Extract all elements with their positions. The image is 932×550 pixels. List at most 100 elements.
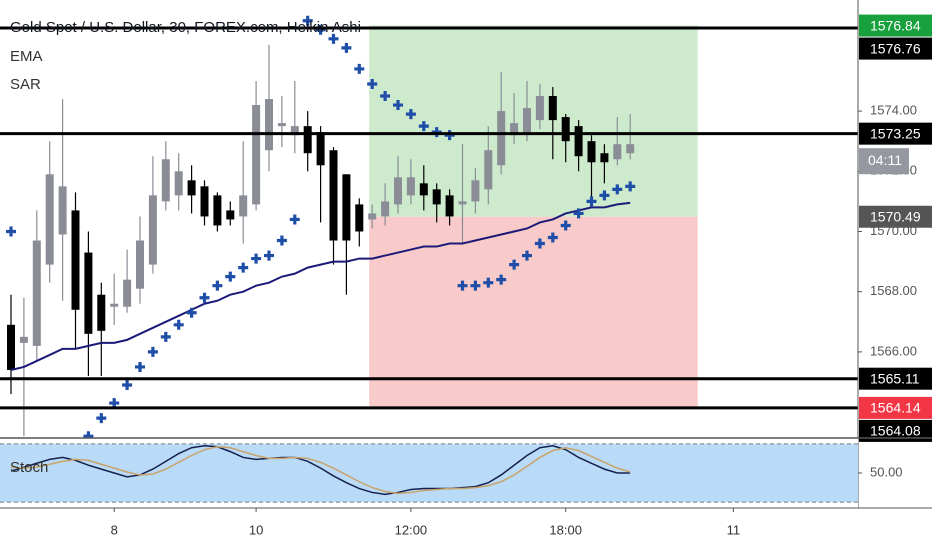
price-label: 1570.49 (870, 208, 921, 224)
candle-body (187, 180, 196, 196)
price-label-box (859, 396, 932, 419)
stoch-line (10, 445, 631, 495)
candle-body (394, 177, 402, 205)
sar-point (470, 280, 481, 291)
candle-body (574, 126, 583, 157)
sar-point (586, 196, 597, 207)
candle-body (265, 99, 273, 151)
price-label: 1564.14 (870, 400, 921, 416)
stoch-line (10, 445, 631, 496)
candle-body (587, 141, 596, 163)
sar-point (431, 127, 442, 138)
sar-point (341, 42, 352, 53)
candle-body (45, 174, 54, 265)
countdown-box (859, 148, 909, 175)
candle-body (458, 201, 467, 205)
sar-point (496, 274, 507, 285)
price-axis: 1566.001568.001570.001572.001574.001576.… (857, 0, 932, 508)
stoch-title: Stoch (10, 459, 48, 476)
chart-title: Gold Spot / U.S. Dollar, 30, FOREX.com, … (10, 19, 361, 36)
sar-point (509, 259, 520, 270)
candle-body (613, 144, 622, 160)
sar-point (573, 208, 584, 219)
sar-point (147, 346, 158, 357)
candle-body (368, 213, 377, 220)
candle-body (316, 132, 325, 166)
x-tick-label: 11 (727, 522, 741, 537)
sar-point (264, 250, 274, 261)
candle-body (148, 195, 157, 265)
x-tick-label: 18:00 (549, 522, 582, 537)
sar-point (328, 33, 339, 44)
candle-body (471, 180, 480, 202)
price-label-box (859, 419, 932, 442)
sar-point (289, 214, 300, 225)
y-tick-label: 1566.00 (870, 343, 917, 358)
sar-point (83, 431, 94, 438)
candle-body (342, 174, 351, 241)
legend-entry: EMA (10, 48, 43, 65)
sar-point (160, 331, 171, 342)
sar-point (380, 91, 391, 102)
price-label: 1576.76 (870, 40, 921, 56)
sar-point (276, 235, 287, 246)
candle-body (406, 177, 415, 196)
candle-body (7, 324, 15, 370)
y-tick-label: 50.00 (870, 464, 903, 479)
x-tick-label: 10 (249, 522, 263, 537)
candle-body (290, 126, 299, 136)
sar-point (122, 380, 133, 391)
price-label-box (859, 37, 932, 60)
candle-body (200, 186, 209, 217)
candle-body (510, 123, 519, 136)
candle-body (252, 105, 261, 205)
candle-body (136, 240, 144, 289)
x-tick-label: 12:00 (395, 522, 428, 537)
sar-point (186, 307, 197, 318)
sar-point (173, 319, 184, 330)
candle-body (277, 123, 286, 127)
sar-point (367, 78, 378, 89)
candle-body (445, 195, 454, 217)
sar-point (315, 24, 326, 35)
candle-body (497, 111, 506, 166)
sar-point (560, 220, 571, 231)
candle-body (484, 150, 493, 190)
sar-point (96, 413, 107, 424)
stoch-pane: Stoch 50.00 (0, 437, 932, 508)
candle-body (174, 171, 183, 196)
sar-point (238, 262, 249, 273)
x-tick-label: 8 (111, 522, 118, 537)
sar-point (612, 184, 623, 195)
price-label-box (859, 122, 932, 145)
candle-body (161, 159, 170, 202)
candle-body (523, 108, 531, 133)
candle-body (58, 186, 67, 235)
legend-entry: SAR (10, 76, 41, 93)
sar-point (302, 15, 313, 26)
sar-point (599, 190, 610, 201)
candle-body (226, 210, 235, 220)
candle-body (213, 195, 222, 226)
sar-point (534, 238, 545, 249)
candle-body (355, 204, 364, 232)
candle-body (535, 96, 544, 121)
y-tick-label: 1568.00 (870, 283, 917, 298)
candle-body (600, 153, 609, 163)
sar-point (199, 292, 210, 303)
candle-body (303, 126, 312, 154)
sar-point (354, 63, 365, 74)
sar-point (251, 253, 262, 264)
price-label: 1576.84 (870, 17, 921, 33)
sar-point (444, 130, 455, 141)
candle-body (419, 183, 428, 196)
candle-body (381, 201, 390, 217)
price-label-box (859, 14, 932, 37)
sar-point (405, 109, 416, 120)
candle-body (32, 240, 41, 346)
candle-body (97, 294, 106, 331)
profit-zone (369, 25, 698, 217)
main-pane: Gold Spot / U.S. Dollar, 30, FOREX.com, … (0, 15, 858, 438)
